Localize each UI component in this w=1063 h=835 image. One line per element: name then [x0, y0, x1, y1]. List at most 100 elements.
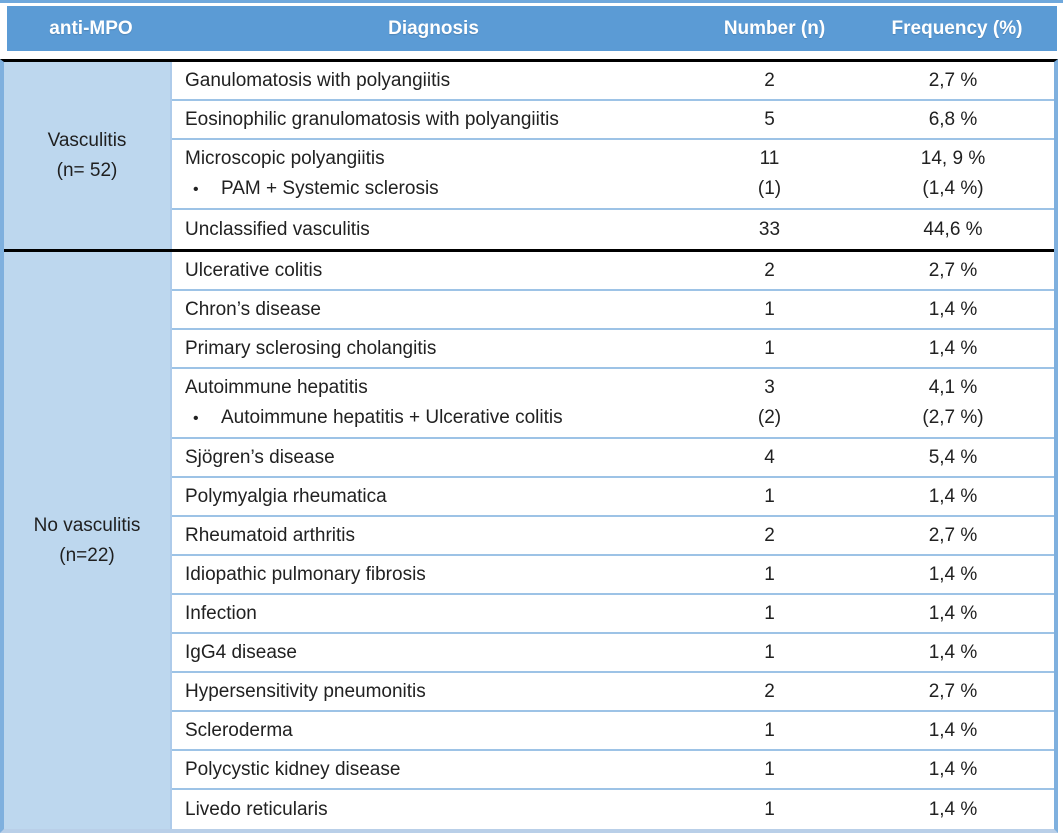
- table-row: Microscopic polyangiitis • PAM + Systemi…: [172, 140, 1054, 210]
- frequency-cell: 2,7 %: [928, 259, 978, 281]
- number-cell: 5: [764, 108, 775, 130]
- table-row: Primary sclerosing cholangitis 1 1,4 %: [172, 330, 1054, 369]
- frequency-cell: 2,7 %: [928, 69, 978, 91]
- diagnosis-cell: Chron’s disease: [185, 298, 321, 320]
- number-cell: 2: [764, 259, 775, 281]
- diagnosis-cell: Polymyalgia rheumatica: [185, 485, 387, 507]
- frequency-cell: 2,7 %: [928, 524, 978, 546]
- number-cell: 2: [764, 69, 775, 91]
- diagnosis-cell: Scleroderma: [185, 719, 293, 741]
- diagnosis-cell: Unclassified vasculitis: [185, 218, 370, 240]
- group-label-line2: (n=22): [59, 544, 115, 566]
- diagnosis-cell: Microscopic polyangiitis • PAM + Systemi…: [172, 140, 687, 208]
- diagnosis-cell: Sjögren’s disease: [185, 446, 335, 468]
- diagnosis-cell: Hypersensitivity pneumonitis: [185, 680, 426, 702]
- frequency-cell: 1,4 %: [928, 337, 978, 359]
- number-cell: 1: [764, 641, 775, 663]
- number-cell: 4: [764, 446, 775, 468]
- diagnosis-sub: • PAM + Systemic sclerosis: [185, 174, 687, 205]
- section-vasculitis-rows: Ganulomatosis with polyangiitis 2 2,7 % …: [172, 62, 1054, 249]
- diagnosis-cell: IgG4 disease: [185, 641, 297, 663]
- number-cell: 2: [764, 680, 775, 702]
- table-row: Ulcerative colitis 2 2,7 %: [172, 252, 1054, 291]
- number-cell: 1: [764, 719, 775, 741]
- header-number: Number (n): [723, 17, 826, 39]
- number-cell: 1: [764, 563, 775, 585]
- number-cell: 1: [764, 337, 775, 359]
- table-row: Infection 1 1,4 %: [172, 595, 1054, 634]
- header-diagnosis: Diagnosis: [388, 17, 479, 39]
- table-row: Unclassified vasculitis 33 44,6 %: [172, 210, 1054, 249]
- number-cell: 1: [764, 298, 775, 320]
- table-row: Polymyalgia rheumatica 1 1,4 %: [172, 478, 1054, 517]
- header-frequency: Frequency (%): [891, 17, 1023, 39]
- frequency-cell: 4,1 % (2,7 %): [922, 377, 984, 428]
- frequency-cell: 5,4 %: [928, 446, 978, 468]
- diagnosis-sub: • Autoimmune hepatitis + Ulcerative coli…: [185, 403, 687, 434]
- header-gap: [0, 51, 1063, 59]
- table-row: Idiopathic pulmonary fibrosis 1 1,4 %: [172, 556, 1054, 595]
- frequency-cell: 1,4 %: [928, 485, 978, 507]
- number-cell: 2: [764, 524, 775, 546]
- diagnosis-cell: Infection: [185, 602, 257, 624]
- diagnosis-cell: Ulcerative colitis: [185, 259, 323, 281]
- group-cell-no-vasculitis: No vasculitis (n=22): [4, 252, 172, 829]
- number-cell: 3 (2): [757, 377, 782, 428]
- table-row: Rheumatoid arthritis 2 2,7 %: [172, 517, 1054, 556]
- group-cell-vasculitis: Vasculitis (n= 52): [4, 62, 172, 249]
- diagnosis-cell: Idiopathic pulmonary fibrosis: [185, 563, 426, 585]
- diagnosis-main: Microscopic polyangiitis: [185, 147, 385, 169]
- table-header-row: anti-MPO Diagnosis Number (n) Frequency …: [7, 6, 1057, 51]
- section-no-vasculitis: No vasculitis (n=22) Ulcerative colitis …: [4, 252, 1054, 829]
- table-row: Autoimmune hepatitis • Autoimmune hepati…: [172, 369, 1054, 439]
- group-label-line2: (n= 52): [56, 159, 118, 181]
- frequency-cell: 1,4 %: [928, 798, 978, 820]
- frequency-cell: 14, 9 % (1,4 %): [920, 148, 986, 199]
- table-row: Sjögren’s disease 4 5,4 %: [172, 439, 1054, 478]
- section-vasculitis: Vasculitis (n= 52) Ganulomatosis with po…: [4, 62, 1054, 249]
- section-no-vasculitis-rows: Ulcerative colitis 2 2,7 % Chron’s disea…: [172, 252, 1054, 829]
- frequency-cell: 1,4 %: [928, 719, 978, 741]
- header-anti-mpo: anti-MPO: [49, 17, 133, 39]
- table-top-border: [0, 0, 1063, 3]
- diagnosis-cell: Livedo reticularis: [185, 798, 328, 820]
- table-body: Vasculitis (n= 52) Ganulomatosis with po…: [0, 59, 1058, 833]
- group-label-line1: Vasculitis: [47, 130, 127, 152]
- bullet-icon: •: [193, 180, 199, 198]
- section-divider: [4, 249, 1054, 252]
- frequency-cell: 6,8 %: [928, 108, 978, 130]
- diagnosis-sub-text: PAM + Systemic sclerosis: [221, 177, 439, 199]
- number-cell: 1: [764, 485, 775, 507]
- diagnosis-cell: Autoimmune hepatitis • Autoimmune hepati…: [172, 369, 687, 437]
- table-row: Eosinophilic granulomatosis with polyang…: [172, 101, 1054, 140]
- frequency-cell: 1,4 %: [928, 758, 978, 780]
- table-row: IgG4 disease 1 1,4 %: [172, 634, 1054, 673]
- table-row: Livedo reticularis 1 1,4 %: [172, 790, 1054, 829]
- diagnosis-cell: Polycystic kidney disease: [185, 758, 401, 780]
- frequency-cell: 1,4 %: [928, 563, 978, 585]
- bullet-icon: •: [193, 409, 199, 427]
- table-row: Chron’s disease 1 1,4 %: [172, 291, 1054, 330]
- diagnosis-cell: Eosinophilic granulomatosis with polyang…: [185, 108, 559, 130]
- number-cell: 1: [764, 602, 775, 624]
- frequency-cell: 1,4 %: [928, 641, 978, 663]
- diagnosis-cell: Ganulomatosis with polyangiitis: [185, 69, 451, 91]
- diagnosis-sub-text: Autoimmune hepatitis + Ulcerative coliti…: [221, 406, 563, 428]
- table-row: Scleroderma 1 1,4 %: [172, 712, 1054, 751]
- frequency-cell: 1,4 %: [928, 602, 978, 624]
- table-row: Polycystic kidney disease 1 1,4 %: [172, 751, 1054, 790]
- table-row: Ganulomatosis with polyangiitis 2 2,7 %: [172, 62, 1054, 101]
- frequency-cell: 44,6 %: [923, 218, 983, 240]
- diagnosis-cell: Primary sclerosing cholangitis: [185, 337, 437, 359]
- number-cell: 33: [758, 218, 781, 240]
- group-label-line1: No vasculitis: [33, 515, 141, 537]
- frequency-cell: 2,7 %: [928, 680, 978, 702]
- frequency-cell: 1,4 %: [928, 298, 978, 320]
- table-row: Hypersensitivity pneumonitis 2 2,7 %: [172, 673, 1054, 712]
- number-cell: 11 (1): [757, 148, 782, 199]
- number-cell: 1: [764, 798, 775, 820]
- diagnosis-main: Autoimmune hepatitis: [185, 376, 368, 398]
- diagnosis-cell: Rheumatoid arthritis: [185, 524, 356, 546]
- number-cell: 1: [764, 758, 775, 780]
